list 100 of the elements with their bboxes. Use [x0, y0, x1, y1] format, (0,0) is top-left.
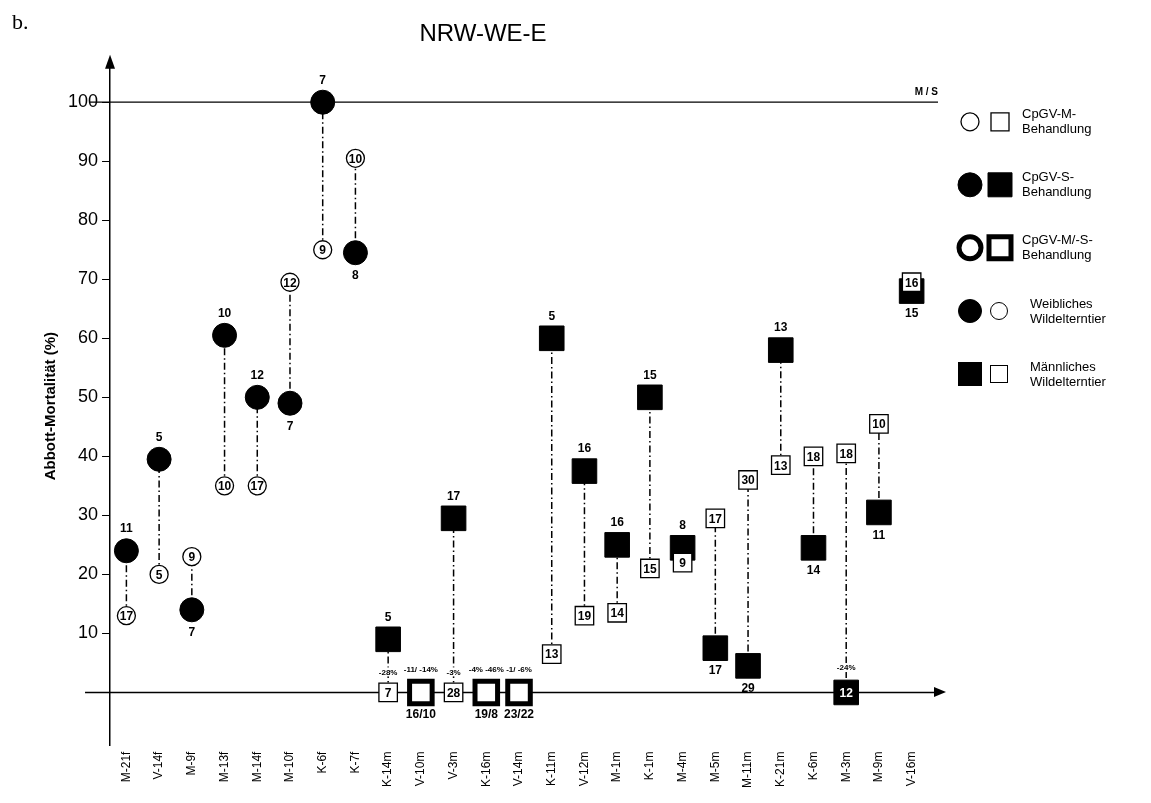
x-tick-label: K-14m: [380, 751, 395, 787]
annotation: -3%: [446, 667, 461, 677]
annotation: -4% -46%: [468, 664, 504, 674]
annotation: 28: [446, 685, 461, 700]
x-tick-label: K-1m: [642, 751, 657, 781]
y-tick-label: 10: [78, 622, 99, 643]
x-tick-label: M-11m: [740, 751, 755, 789]
x-tick-label: M-3m: [838, 751, 853, 783]
x-tick-label: M-1m: [609, 751, 624, 783]
annotation: 13: [545, 647, 559, 662]
x-tick-label: M-14f: [249, 750, 264, 783]
x-tick-label: M-9f: [184, 750, 199, 776]
annotation: -24%: [836, 663, 856, 673]
point: [538, 325, 565, 352]
x-tick-label: K-7f: [347, 750, 362, 774]
annotation: 9: [188, 550, 196, 564]
annotation: 10: [348, 151, 363, 166]
annotation: 7: [384, 685, 392, 700]
point: [604, 532, 630, 558]
annotation: 17: [446, 488, 461, 503]
point: [800, 535, 827, 561]
point: [179, 597, 205, 623]
annotation: 17: [708, 511, 723, 526]
annotation: 29: [741, 681, 756, 696]
annotation: 12: [839, 685, 854, 700]
x-tick-label: V-12m: [576, 751, 591, 787]
annotation: 16: [577, 441, 592, 456]
y-tick-label: 40: [78, 445, 99, 466]
annotation: 11: [120, 521, 134, 536]
point: [702, 635, 729, 661]
point: [342, 240, 368, 266]
text: b.: [12, 8, 29, 34]
point: [375, 626, 401, 653]
point: [866, 499, 892, 526]
point: [277, 390, 303, 416]
x-tick-label: V-16m: [903, 751, 918, 787]
x-tick-label: V-14f: [151, 750, 166, 780]
annotation: 8: [679, 518, 687, 533]
annotation: 17: [119, 609, 134, 624]
y-tick-label: 30: [78, 504, 99, 525]
point: [212, 322, 238, 348]
y-tick-label: 20: [78, 563, 99, 584]
x-tick-label: V-10m: [413, 751, 428, 787]
annotation: 15: [643, 561, 657, 576]
annotation: 9: [319, 243, 327, 258]
x-tick-label: K-21m: [773, 751, 788, 787]
annotation: 5: [155, 429, 163, 444]
point: [113, 538, 139, 564]
annotation: -1/ -6%: [506, 664, 532, 674]
annotation: 18: [806, 449, 821, 464]
annotation: 14: [806, 563, 821, 578]
x-tick-label: K-11m: [544, 751, 559, 787]
x-tick-label: V-3m: [445, 751, 460, 780]
point: [440, 505, 467, 532]
annotation: 5: [155, 567, 163, 582]
y-tick-label: 70: [78, 268, 99, 289]
annotation: 14: [610, 606, 625, 621]
x-tick-label: M-4m: [674, 751, 689, 783]
annotation: 11: [872, 527, 886, 542]
y-axis-title: Abbott-Mortalität (%): [41, 332, 59, 481]
annotation: 10: [217, 305, 232, 320]
y-tick-label: 90: [78, 150, 99, 171]
point: [472, 678, 501, 707]
annotation: 23/22: [504, 706, 535, 721]
annotation: 13: [774, 458, 788, 473]
legend-label: CpGV-M-Behandlung: [1022, 105, 1092, 136]
annotation: 19/8: [474, 706, 499, 721]
x-tick-label: M-9m: [871, 751, 886, 783]
point: [407, 678, 435, 707]
annotation: 8: [352, 268, 360, 283]
annotation: 7: [286, 418, 294, 433]
text: Weibliches Wildelterntier: [1030, 295, 1107, 326]
x-tick-label: M-10f: [282, 750, 297, 783]
y-tick-label: 80: [78, 209, 99, 230]
point: [571, 458, 598, 484]
annotation: -11/ -14%: [403, 664, 438, 674]
point: [310, 89, 336, 115]
point: [637, 384, 663, 411]
annotation: 13: [774, 320, 788, 335]
annotation: 16: [610, 515, 625, 530]
annotation: 10: [217, 479, 232, 494]
x-tick-label: M-5m: [707, 751, 722, 783]
x-tick-label: V-14m: [511, 751, 526, 787]
annotation: 30: [741, 473, 756, 488]
annotation: 18: [839, 446, 854, 461]
annotation: 9: [679, 555, 687, 570]
annotation: 5: [548, 308, 556, 323]
annotation: 7: [188, 625, 196, 640]
chart-title: NRW-WE-E: [419, 19, 547, 47]
annotation: 16: [904, 275, 919, 290]
y-tick-label: 50: [78, 386, 99, 407]
annotation: -28%: [378, 667, 398, 677]
text: Männliches Wildelterntier: [1030, 358, 1107, 389]
x-tick-label: K-6m: [805, 751, 820, 781]
annotation: 19: [577, 609, 592, 624]
ref-line-label: M / S: [914, 85, 939, 97]
annotation: 10: [872, 417, 886, 432]
x-tick-label: M-21f: [118, 750, 133, 783]
annotation: 12: [283, 275, 297, 290]
x-tick-label: K-6f: [315, 750, 330, 774]
